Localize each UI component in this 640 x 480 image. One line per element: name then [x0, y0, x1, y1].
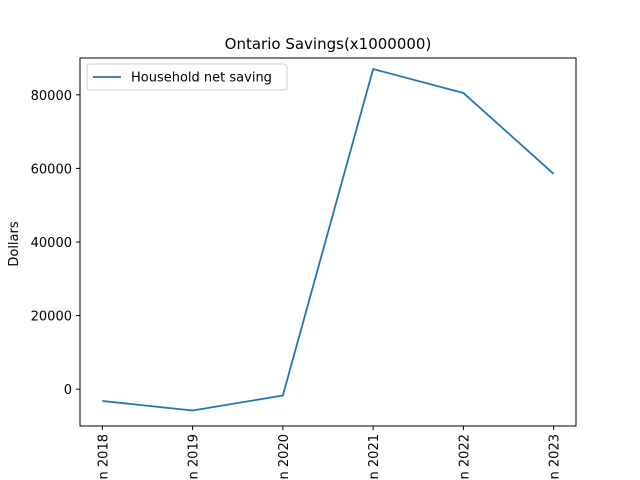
series-line-household-net-saving: [102, 68, 555, 412]
y-tick-label: 80000: [31, 89, 72, 104]
chart-title: Ontario Savings(x1000000): [225, 35, 432, 53]
y-tick-label: 40000: [31, 236, 72, 251]
x-tick-label: n 2020: [277, 434, 292, 479]
y-tick-label: 20000: [31, 310, 72, 325]
y-tick-label: 60000: [31, 162, 72, 177]
legend: Household net saving: [86, 63, 288, 91]
x-tick-label: n 2022: [457, 434, 472, 479]
x-tick-label: n 2021: [367, 434, 382, 479]
x-tick-label: n 2019: [187, 434, 202, 479]
plot-frame: [79, 57, 577, 427]
x-tick-label: n 2018: [96, 434, 111, 479]
legend-label: Household net saving: [131, 71, 272, 86]
legend-box: [86, 63, 288, 91]
plot-area: [102, 68, 555, 412]
y-axis-label: Dollars: [7, 221, 22, 266]
y-tick-label: 0: [64, 383, 72, 398]
x-tick-label: n 2023: [548, 434, 563, 479]
